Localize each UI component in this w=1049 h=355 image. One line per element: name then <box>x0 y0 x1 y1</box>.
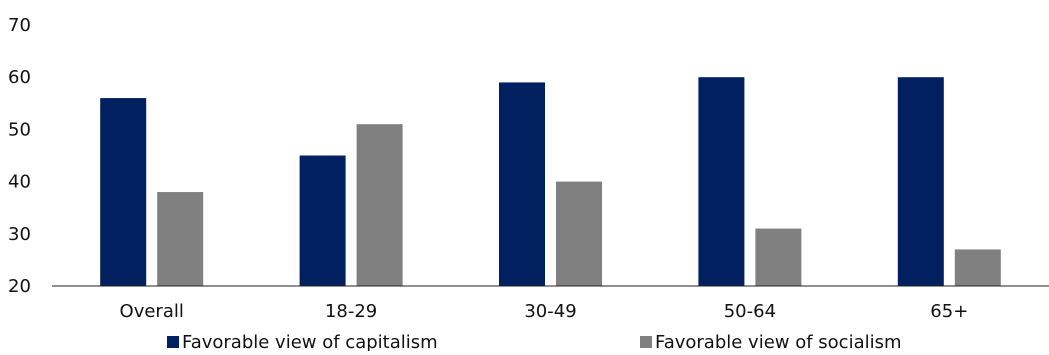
y-tick-label: 20 <box>8 276 31 297</box>
bar-socialism-50-64 <box>755 228 802 286</box>
legend-label: Favorable view of capitalism <box>182 332 438 351</box>
x-tick-label: 50-64 <box>724 301 776 322</box>
x-tick-label: 65+ <box>930 301 968 322</box>
y-tick-label: 50 <box>8 119 31 140</box>
y-tick-label: 30 <box>8 224 31 245</box>
x-axis-tick-labels: Overall 18-29 30-49 50-64 65+ <box>120 301 969 322</box>
legend-swatch <box>167 336 179 348</box>
bar-capitalism-65+ <box>897 77 944 286</box>
x-tick-label: 30-49 <box>524 301 576 322</box>
y-tick-label: 40 <box>8 172 31 193</box>
bar-capitalism-overall <box>100 98 147 286</box>
y-tick-label: 70 <box>8 15 31 36</box>
bars <box>100 77 1001 287</box>
bar-capitalism-30-49 <box>499 82 545 286</box>
bar-capitalism-50-64 <box>698 77 745 286</box>
x-tick-label: 18-29 <box>325 301 377 322</box>
bar-socialism-overall <box>157 192 204 286</box>
legend-swatch <box>640 336 652 348</box>
bar-capitalism-18-29 <box>299 155 346 286</box>
y-tick-label: 60 <box>8 67 31 88</box>
legend: Favorable view of capitalism Favorable vi… <box>167 332 902 353</box>
legend-label: Favorable view of socialism <box>655 332 902 351</box>
bar-socialism-65+ <box>954 249 1001 286</box>
x-tick-label: Overall <box>120 301 184 322</box>
y-axis-ticks: 20 30 40 50 60 70 <box>8 15 31 297</box>
bar-socialism-18-29 <box>356 124 403 287</box>
bar-socialism-30-49 <box>556 181 602 286</box>
